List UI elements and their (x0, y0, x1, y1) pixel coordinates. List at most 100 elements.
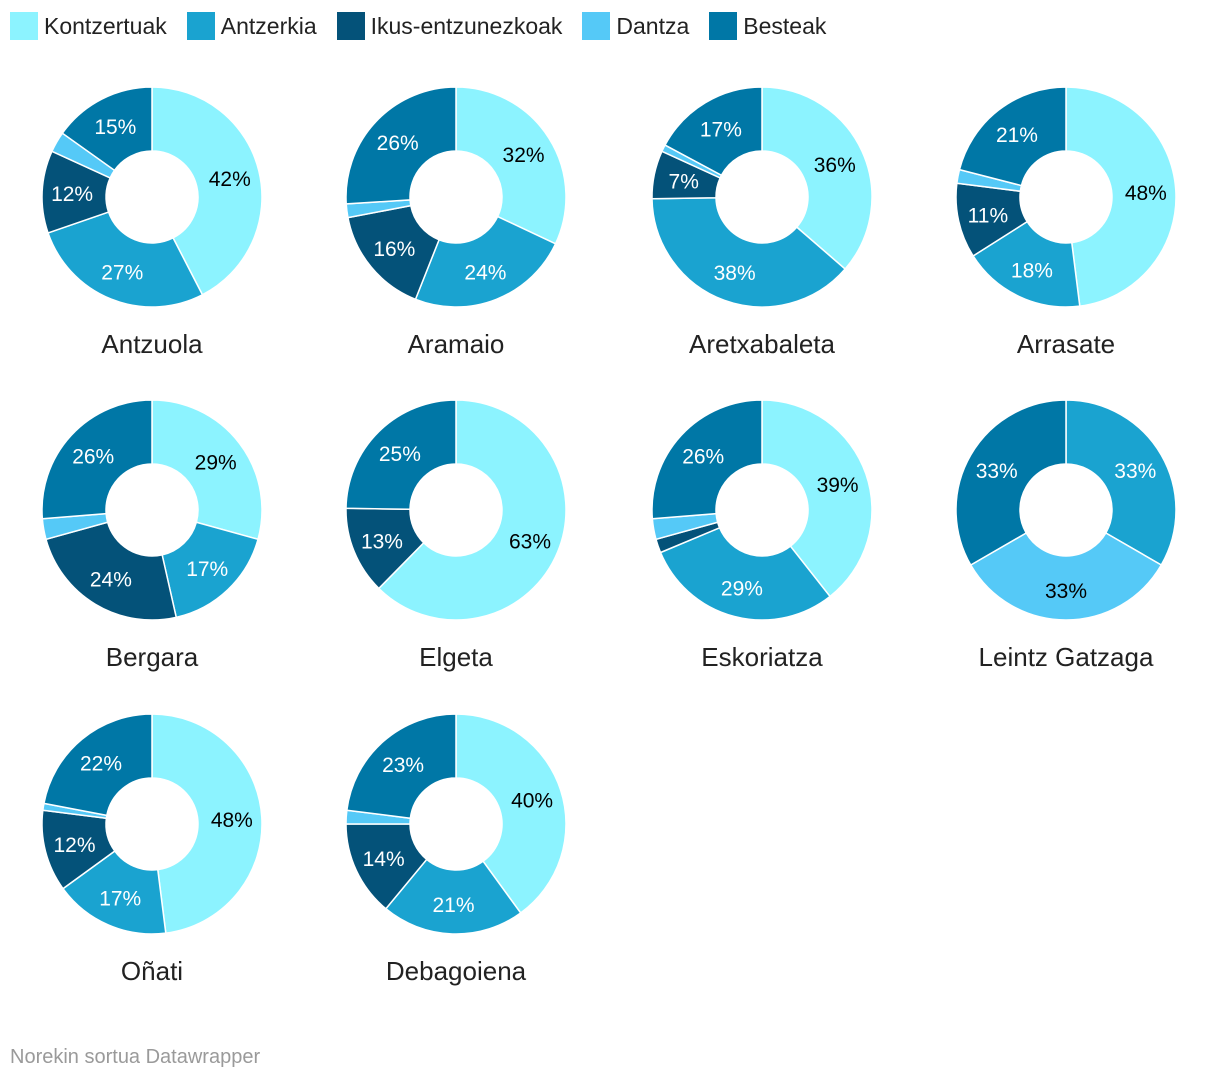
slice-label: 18% (1011, 259, 1053, 282)
legend-item-dantza: Dantza (582, 12, 689, 40)
slice-label: 17% (99, 887, 141, 910)
slice-label: 27% (101, 261, 143, 284)
slice-label: 21% (432, 894, 474, 917)
donut-slice-besteak (345, 86, 457, 205)
slice-label: 12% (51, 183, 93, 206)
slice-label: 26% (682, 446, 724, 469)
slice-label: 29% (721, 577, 763, 600)
legend-label: Kontzertuak (44, 12, 167, 39)
legend-swatch (186, 12, 215, 40)
donut-slice-antzerkia (659, 526, 832, 621)
donut-slice-antzerkia (651, 196, 847, 308)
slice-label: 48% (1125, 182, 1167, 205)
donut-slice-antzerkia (161, 521, 259, 619)
slice-label: 23% (382, 754, 424, 777)
legend-swatch (336, 12, 365, 40)
legend-label: Dantza (616, 12, 690, 39)
legend-item-kontzertuak: Kontzertuak (10, 12, 167, 40)
legend-label: Besteak (743, 12, 827, 39)
slice-label: 33% (1114, 460, 1156, 483)
donut-debagoiena: 40% 21% 14% 23% Debagoiena (345, 713, 567, 986)
slice-label: 14% (363, 848, 405, 871)
donut-title: Debagoiena (386, 956, 527, 986)
donut-oñati: 48% 17% 12% 22% Oñati (41, 713, 263, 986)
legend-swatch (582, 12, 611, 40)
legend-item-ikus-entzunezkoak: Ikus-entzunezkoak (336, 12, 563, 40)
donut-leintz-gatzaga: 33% 33% 33% Leintz Gatzaga (955, 399, 1177, 672)
donut-slice-besteak (955, 399, 1067, 567)
donut-antzuola: 42% 27% 12% 15% Antzuola (41, 86, 263, 359)
donut-title: Aramaio (408, 329, 505, 359)
slice-label: 17% (700, 118, 742, 141)
donut-slice-besteak (664, 86, 763, 177)
slice-label: 11% (968, 204, 1008, 227)
slice-label: 63% (509, 530, 551, 553)
donut-slice-antzerkia (384, 858, 522, 935)
donut-slice-kontzertuak (1065, 86, 1177, 307)
slice-label: 26% (72, 446, 114, 469)
legend: Kontzertuak Antzerkia Ikus-entzunezkoak … (10, 12, 846, 40)
slice-label: 21% (996, 124, 1038, 147)
donut-slice-dantza (969, 531, 1163, 621)
donut-chart-grid: 42%27%12%15%Antzuola32%24%16%26%Aramaio3… (41, 86, 1177, 986)
donut-slice-ikus-entzunezkoak (45, 521, 178, 621)
donut-slice-kontzertuak (151, 713, 263, 934)
slice-label: 48% (211, 809, 253, 832)
slice-label: 40% (511, 789, 553, 812)
donut-slice-antzerkia (47, 211, 204, 308)
slice-label: 39% (817, 474, 859, 497)
legend-item-besteak: Besteak (709, 12, 826, 40)
donut-slice-kontzertuak (377, 399, 567, 621)
slice-label: 42% (209, 168, 251, 191)
donut-slice-besteak (41, 399, 153, 520)
donut-slice-besteak (43, 713, 153, 817)
legend-label: Ikus-entzunezkoak (370, 12, 563, 39)
donut-slice-kontzertuak (761, 399, 873, 598)
slice-label: 33% (1045, 580, 1087, 603)
donut-title: Eskoriatza (701, 642, 823, 672)
donut-eskoriatza: 39% 29% 26% Eskoriatza (651, 399, 873, 672)
legend-item-antzerkia: Antzerkia (186, 12, 317, 40)
legend-swatch (10, 12, 38, 40)
donut-slice-antzerkia (1065, 399, 1177, 567)
slice-label: 12% (53, 834, 95, 857)
donut-title: Aretxabaleta (689, 329, 836, 359)
donut-slice-kontzertuak (455, 713, 567, 915)
slice-label: 33% (976, 460, 1018, 483)
donut-slice-antzerkia (414, 215, 557, 308)
donut-aramaio: 32% 24% 16% 26% Aramaio (345, 86, 567, 359)
donut-aretxabaleta: 36% 38% 7% 17% Aretxabaleta (651, 86, 873, 359)
donut-title: Elgeta (419, 642, 493, 672)
slice-label: 22% (80, 752, 122, 775)
donut-slice-kontzertuak (151, 399, 263, 541)
slice-label: 29% (195, 452, 237, 475)
donut-slice-antzerkia (61, 849, 167, 935)
donut-slice-besteak (61, 86, 153, 172)
slice-label: 26% (377, 132, 419, 155)
slice-label: 16% (373, 238, 415, 261)
footer-credit: Norekin sortua Datawrapper (10, 1046, 261, 1068)
donut-slice-antzerkia (972, 220, 1081, 308)
slice-label: 32% (503, 144, 545, 167)
donut-slice-kontzertuak (761, 86, 873, 271)
slice-label: 17% (186, 558, 228, 581)
donut-arrasate: 48% 18% 11% 21% Arrasate (955, 86, 1177, 359)
donut-elgeta: 63% 13% 25% Elgeta (345, 399, 567, 672)
donut-title: Antzuola (101, 329, 203, 359)
donut-slice-besteak (345, 399, 457, 511)
donut-title: Oñati (121, 956, 183, 986)
legend-label: Antzerkia (220, 12, 317, 39)
donut-title: Leintz Gatzaga (979, 642, 1154, 672)
slice-label: 38% (714, 262, 756, 285)
legend-swatch (709, 12, 738, 40)
donut-title: Arrasate (1017, 329, 1115, 359)
slice-label: 7% (669, 171, 699, 194)
donut-slice-kontzertuak (455, 86, 567, 245)
donut-slice-besteak (346, 713, 457, 820)
donut-slice-kontzertuak (151, 86, 263, 296)
slice-label: 24% (464, 261, 506, 284)
slice-label: 24% (90, 569, 132, 592)
donut-slice-besteak (651, 399, 763, 520)
slice-label: 36% (814, 154, 856, 177)
donut-bergara: 29% 17% 24% 26% Bergara (41, 399, 263, 672)
